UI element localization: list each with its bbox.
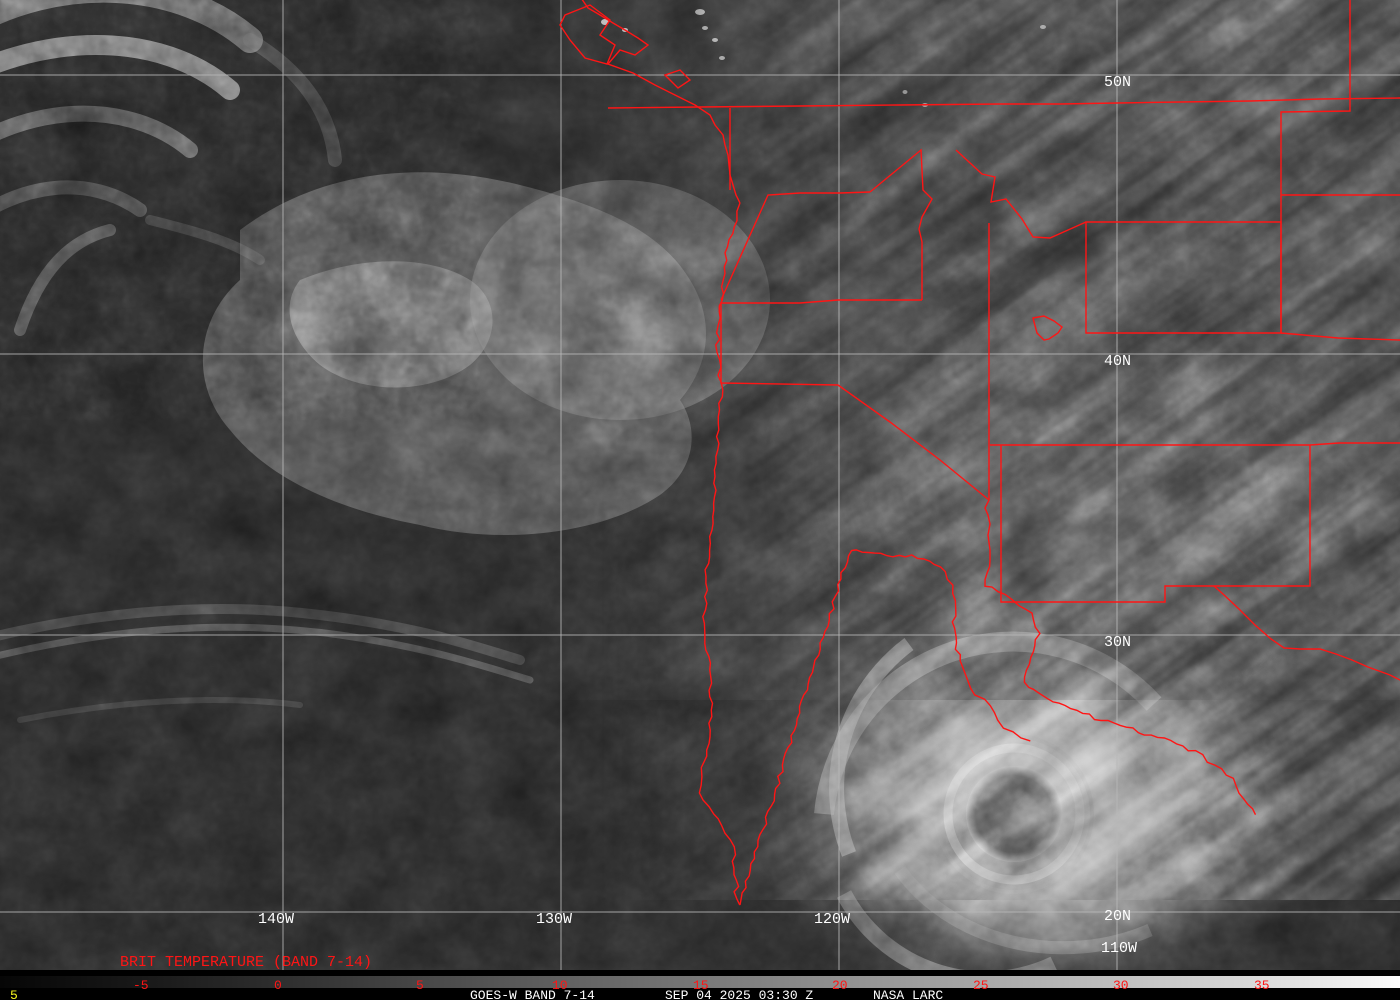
svg-text:30N: 30N [1104, 634, 1131, 651]
svg-text:120W: 120W [814, 911, 850, 928]
svg-text:130W: 130W [536, 911, 572, 928]
svg-text:20N: 20N [1104, 908, 1131, 925]
svg-text:110W: 110W [1101, 940, 1137, 957]
svg-text:140W: 140W [258, 911, 294, 928]
svg-text:40N: 40N [1104, 353, 1131, 370]
svg-text:50N: 50N [1104, 74, 1131, 91]
